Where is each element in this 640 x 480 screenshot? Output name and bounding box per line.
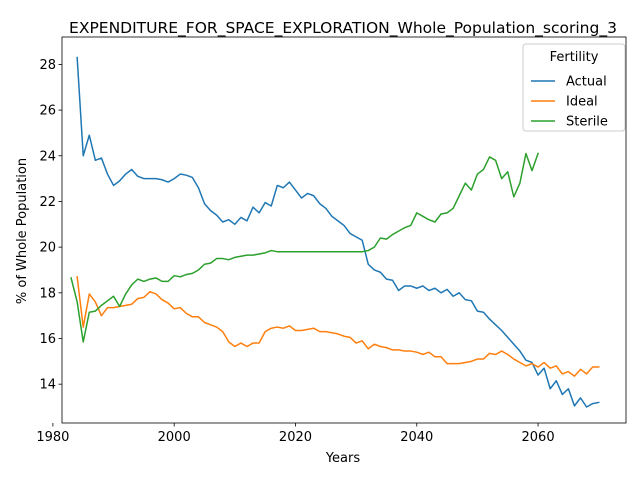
y-tick-label: 22 bbox=[39, 195, 56, 210]
legend-label-ideal: Ideal bbox=[566, 95, 598, 110]
series-line-sterile bbox=[70, 152, 540, 343]
chart-title: EXPENDITURE_FOR_SPACE_EXPLORATION_Whole_… bbox=[69, 19, 617, 38]
series-line-actual bbox=[76, 56, 600, 408]
plot-area bbox=[61, 36, 627, 424]
x-axis: 1980 2000 2020 2040 2060 bbox=[36, 423, 555, 445]
y-tick-label: 16 bbox=[39, 332, 56, 347]
legend-label-sterile: Sterile bbox=[566, 115, 608, 130]
y-tick-label: 28 bbox=[39, 58, 56, 73]
y-tick-label: 14 bbox=[39, 378, 56, 393]
y-axis-label: % of Whole Population bbox=[15, 158, 30, 304]
y-tick-label: 24 bbox=[39, 149, 56, 164]
legend-label-actual: Actual bbox=[566, 75, 607, 90]
x-tick-label: 2060 bbox=[522, 430, 555, 445]
legend: Fertility Actual Ideal Sterile bbox=[522, 43, 626, 132]
legend-title: Fertility bbox=[550, 50, 599, 65]
x-tick-label: 2040 bbox=[400, 430, 433, 445]
y-tick-label: 20 bbox=[39, 241, 56, 256]
y-tick-label: 18 bbox=[39, 286, 56, 301]
x-axis-label: Years bbox=[325, 451, 361, 466]
x-tick-label: 1980 bbox=[36, 430, 69, 445]
x-tick-label: 2020 bbox=[279, 430, 312, 445]
axes-frame bbox=[61, 36, 627, 424]
series-line-ideal bbox=[76, 275, 600, 377]
y-tick-label: 26 bbox=[39, 104, 56, 119]
y-axis: 14 16 18 20 22 24 26 28 bbox=[39, 58, 62, 393]
legend-box bbox=[522, 43, 626, 132]
legend-items: Actual Ideal Sterile bbox=[531, 75, 608, 130]
x-tick-label: 2000 bbox=[158, 430, 191, 445]
